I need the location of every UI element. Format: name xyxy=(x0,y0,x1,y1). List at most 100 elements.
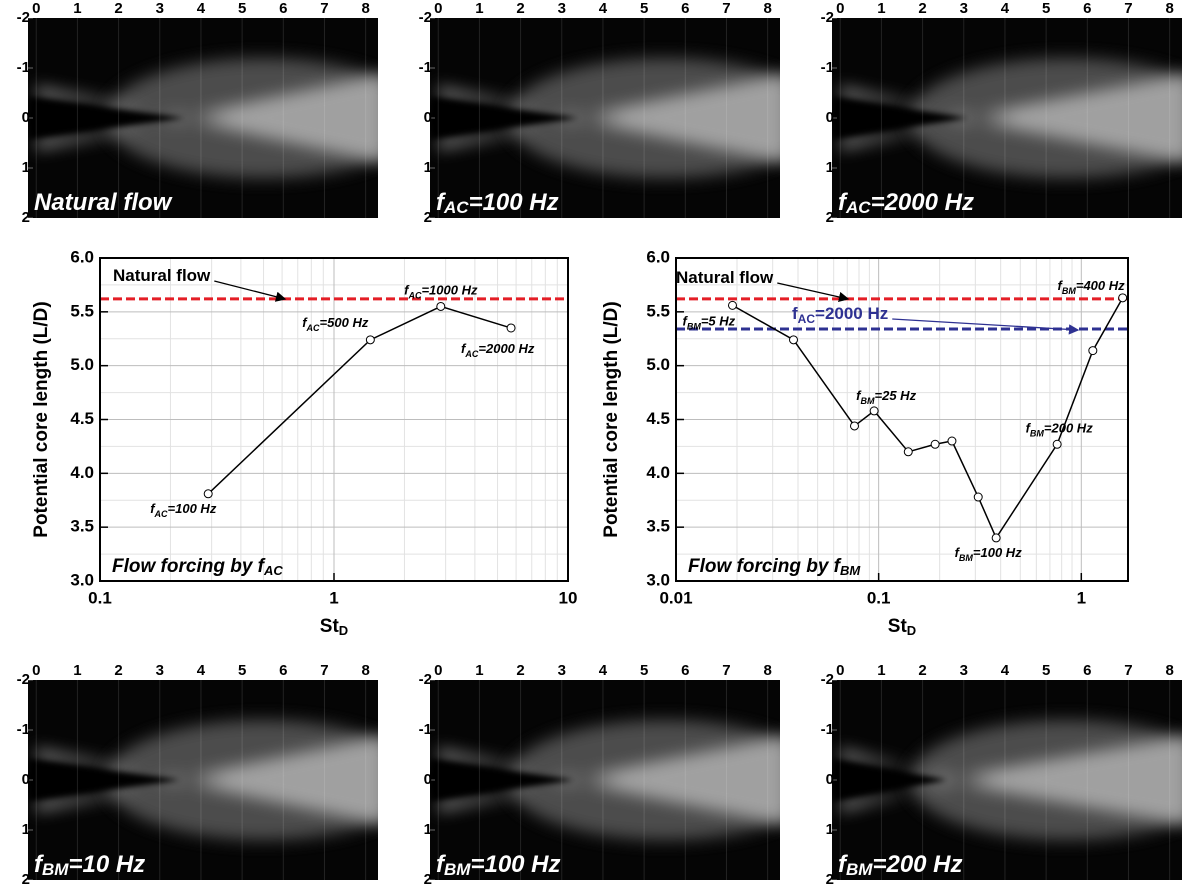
data-point xyxy=(930,439,940,449)
inset-label: Flow forcing by fBM xyxy=(688,556,861,578)
x-tick-label: 0 xyxy=(434,0,442,17)
y-tick-label: -1 xyxy=(821,721,834,738)
y-tick-label: 4.5 xyxy=(646,409,670,428)
x-tick-label: 3 xyxy=(558,662,566,679)
y-tick-label: -1 xyxy=(419,59,432,76)
y-tick-label: 4.0 xyxy=(70,463,94,482)
panel-label: fAC=2000 Hz xyxy=(838,189,974,217)
point-label-part: AC xyxy=(306,323,320,333)
shear-layer xyxy=(840,736,1182,824)
data-point xyxy=(1118,293,1128,303)
y-tick-label: 5.0 xyxy=(70,355,94,374)
y-axis-title: Potential core length (L/D) xyxy=(601,301,622,537)
point-label-part: f xyxy=(150,501,156,516)
y-tick-label: 1 xyxy=(22,159,30,176)
x-axis-title: StD xyxy=(320,616,348,638)
point-label: fAC=2000 Hz xyxy=(461,341,535,359)
y-tick-label: 1 xyxy=(826,159,834,176)
point-label-part: AC xyxy=(407,291,421,301)
data-point xyxy=(788,335,798,345)
x-tick-label: 4 xyxy=(197,0,206,17)
point-label-part: BM xyxy=(861,396,875,406)
x-tick-label: 6 xyxy=(1083,0,1091,17)
y-tick-label: 1 xyxy=(826,821,834,838)
x-tick-label: 1 xyxy=(475,662,483,679)
y-tick-label: 1 xyxy=(424,159,432,176)
point-label-part: f xyxy=(1058,278,1064,293)
reference-label: Natural flow xyxy=(113,266,211,285)
point-label-part: f xyxy=(856,388,862,403)
y-tick-label: -1 xyxy=(419,721,432,738)
plot-frame xyxy=(99,257,569,582)
x-tick-label: 1 xyxy=(1077,588,1086,607)
x-tick-label: 1 xyxy=(329,588,338,607)
point-label-part: f xyxy=(302,315,308,330)
x-tick-label: 0.1 xyxy=(88,588,112,607)
x-tick-label: 0 xyxy=(32,662,40,679)
y-tick-label: 6.0 xyxy=(70,247,94,266)
x-tick-label: 1 xyxy=(73,0,81,17)
point-label-part: BM xyxy=(959,553,973,563)
panel-label-part: f xyxy=(34,851,44,878)
y-tick-label: 2 xyxy=(826,871,834,888)
x-axis-title-part: D xyxy=(339,623,348,638)
x-tick-label: 3 xyxy=(558,0,566,17)
point-label-part: =2000 Hz xyxy=(478,341,535,356)
reference-label: Natural flow xyxy=(676,268,774,287)
x-tick-label: 8 xyxy=(1165,662,1173,679)
flow-image xyxy=(28,18,378,218)
point-label-part: BM xyxy=(1030,429,1044,439)
point-label-part: BM xyxy=(687,322,701,332)
panel-label: fAC=100 Hz xyxy=(436,189,559,217)
point-label: fAC=100 Hz xyxy=(150,501,217,519)
y-tick-label: -1 xyxy=(17,721,30,738)
y-tick-label: -2 xyxy=(821,671,834,688)
potential-core xyxy=(430,97,579,139)
data-point xyxy=(506,323,516,333)
x-tick-label: 1 xyxy=(877,0,885,17)
shear-layer xyxy=(36,736,378,824)
data-point xyxy=(973,492,983,502)
point-label: fBM=25 Hz xyxy=(856,388,916,406)
x-tick-label: 0 xyxy=(32,0,40,17)
x-tick-label: 7 xyxy=(722,0,730,17)
panel-label-part: AC xyxy=(845,198,871,217)
data-point xyxy=(365,335,375,345)
panel-label-part: =100 Hz xyxy=(469,189,559,216)
y-axis-title: Potential core length (L/D) xyxy=(31,301,52,537)
y-tick-label: -1 xyxy=(821,59,834,76)
x-tick-label: 7 xyxy=(320,662,328,679)
panel-label-part: =10 Hz xyxy=(68,851,145,878)
panel-label-part: =2000 Hz xyxy=(871,189,974,216)
y-tick-label: 2 xyxy=(22,871,30,888)
x-tick-label: 1 xyxy=(73,662,81,679)
x-tick-label: 8 xyxy=(763,0,771,17)
data-point xyxy=(1052,439,1062,449)
y-tick-label: -1 xyxy=(17,59,30,76)
point-label-part: =100 Hz xyxy=(168,501,217,516)
y-tick-label: -2 xyxy=(419,9,432,26)
x-tick-label: 0.1 xyxy=(867,588,891,607)
y-tick-label: -2 xyxy=(17,671,30,688)
y-tick-label: 6.0 xyxy=(646,247,670,266)
x-tick-label: 3 xyxy=(960,0,968,17)
y-tick-label: 3.0 xyxy=(646,570,670,589)
panel-label-part: BM xyxy=(42,860,69,879)
x-axis-title-part: St xyxy=(320,616,340,637)
data-point xyxy=(869,406,879,416)
x-tick-label: 4 xyxy=(197,662,206,679)
x-tick-label: 0 xyxy=(434,662,442,679)
y-tick-label: 2 xyxy=(424,209,432,226)
point-label-part: =5 Hz xyxy=(701,314,736,329)
inset-label-part: BM xyxy=(840,563,861,578)
y-tick-label: 3.5 xyxy=(646,517,670,536)
annotation-arrow xyxy=(214,280,287,302)
y-tick-label: 1 xyxy=(424,821,432,838)
panel-label: fBM=10 Hz xyxy=(34,851,145,879)
y-tick-label: 5.5 xyxy=(646,301,670,320)
x-tick-label: 5 xyxy=(640,0,648,17)
x-tick-label: 2 xyxy=(516,0,524,17)
inset-label-part: Flow forcing by f xyxy=(688,556,842,577)
x-tick-label: 7 xyxy=(722,662,730,679)
